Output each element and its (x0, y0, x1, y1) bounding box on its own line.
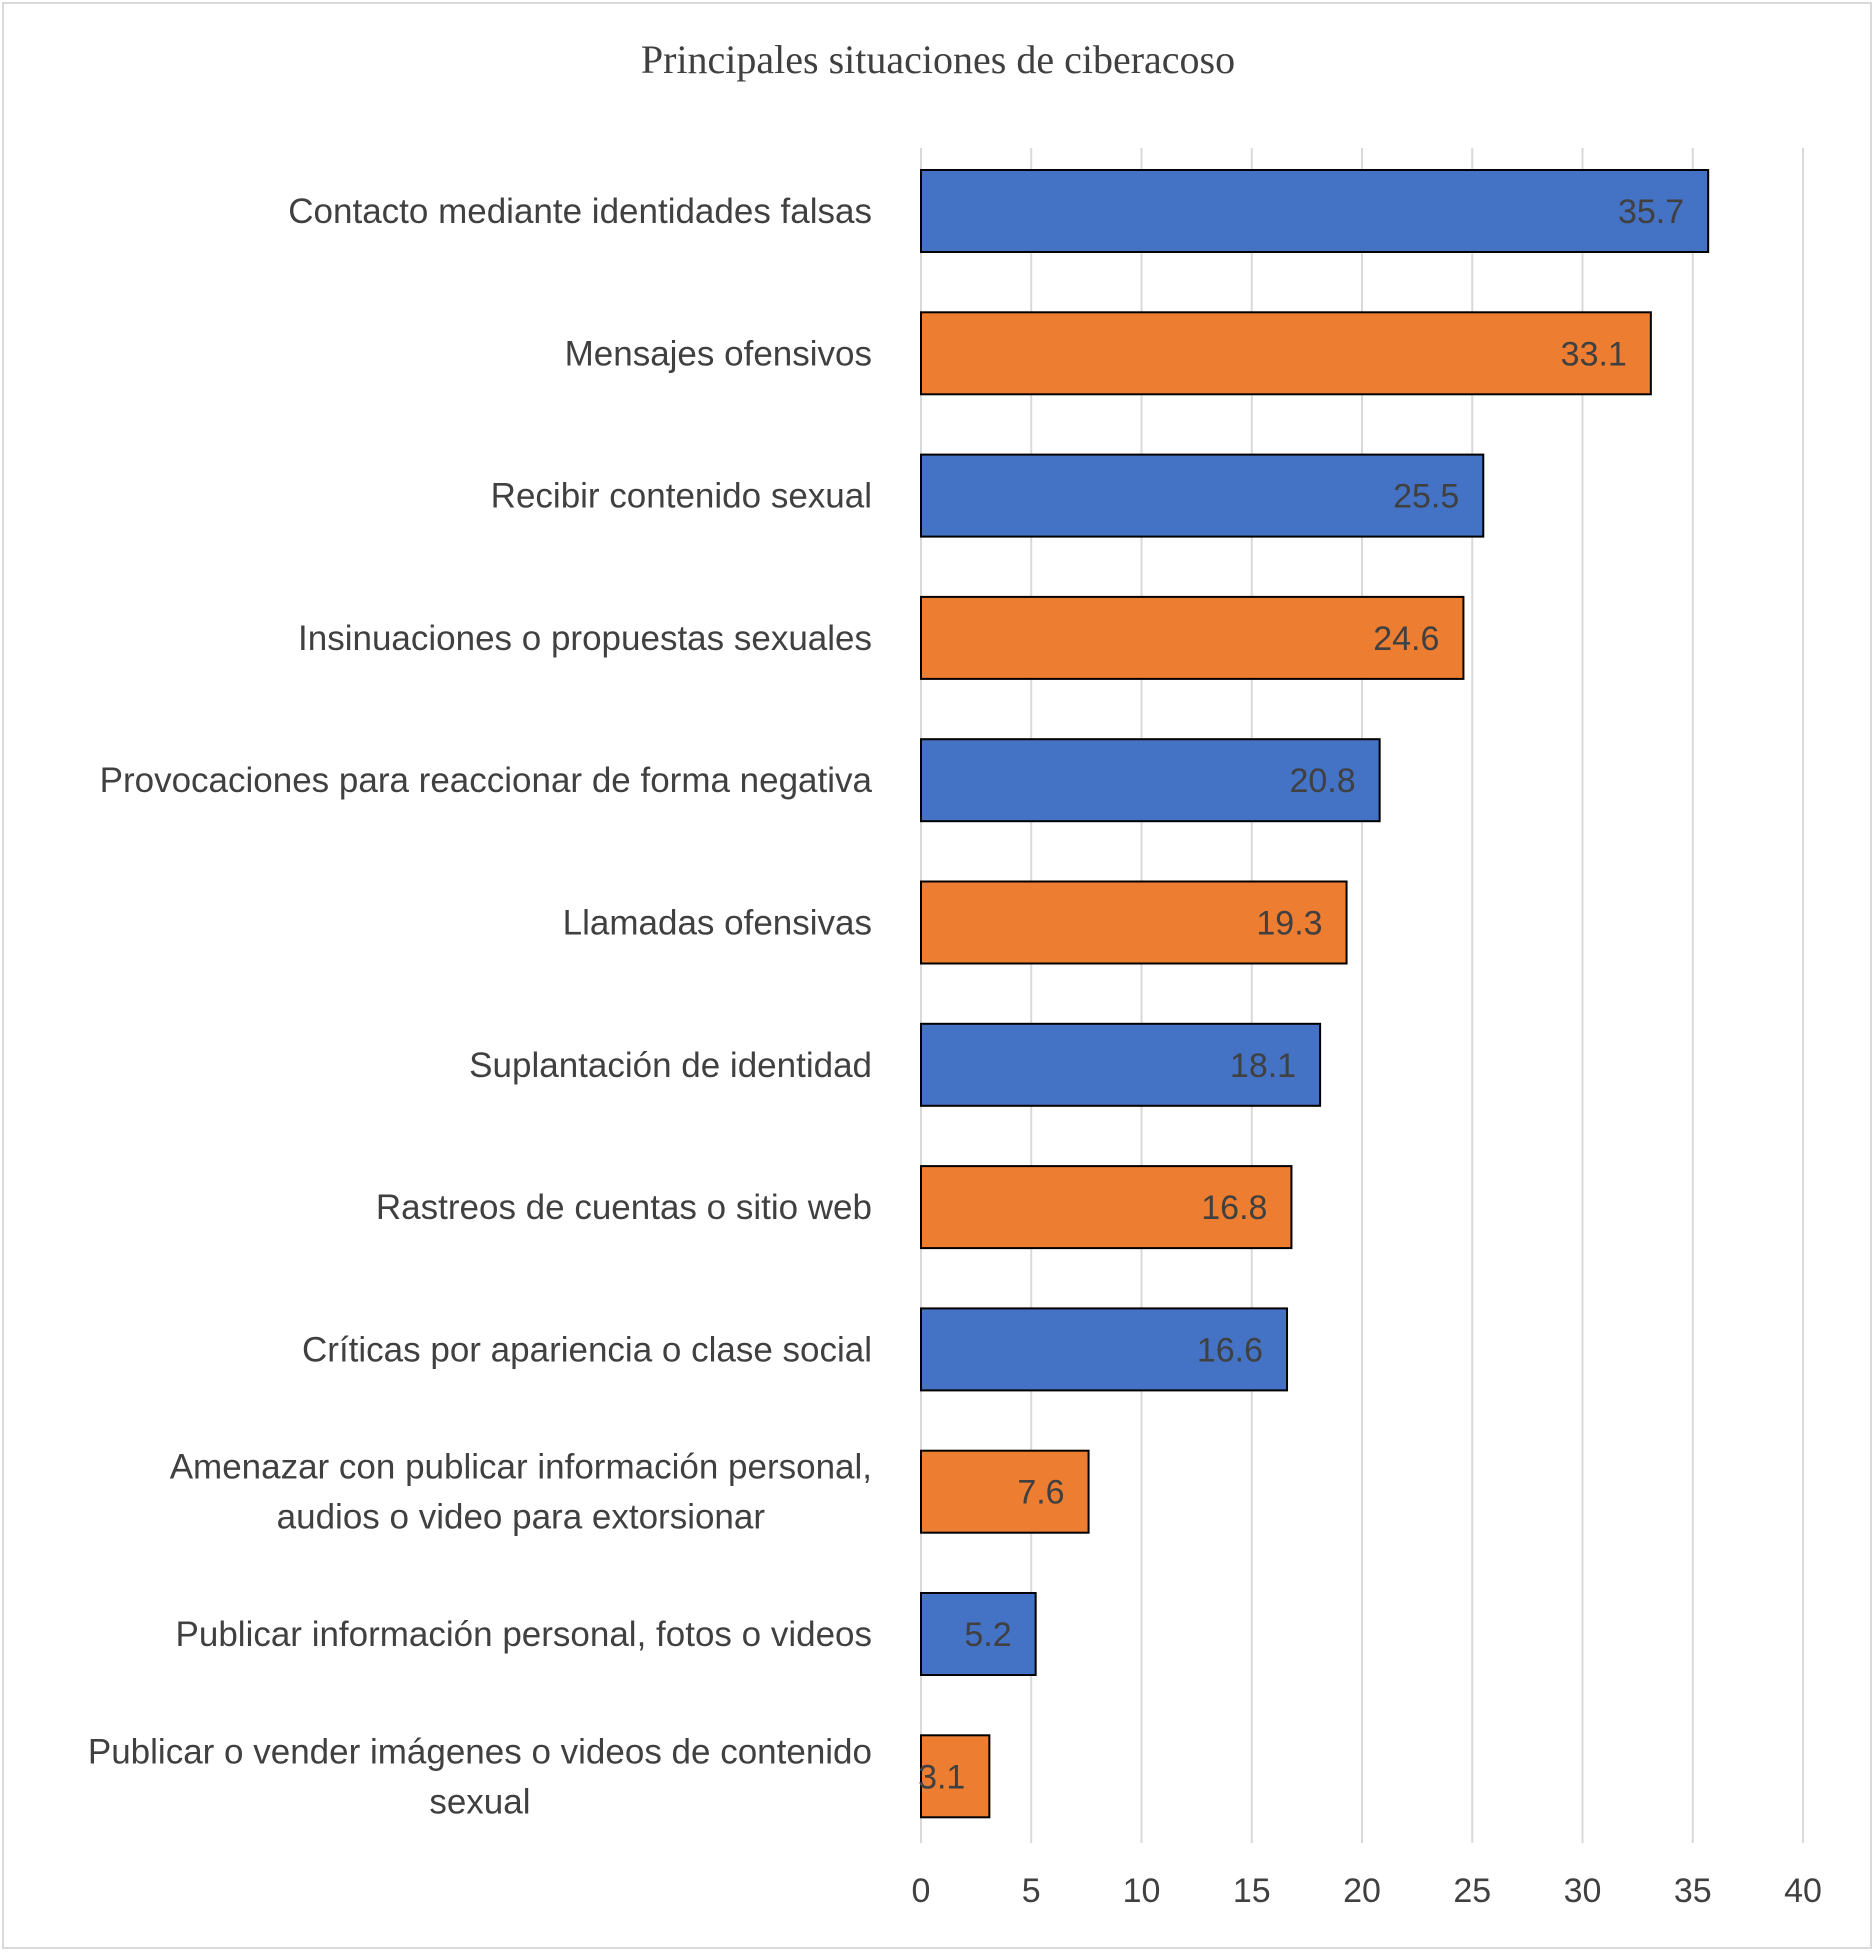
x-tick-label: 15 (1233, 1872, 1271, 1910)
category-label: audios o video para extorsionar (277, 1498, 766, 1537)
category-label: Rastreos de cuentas o sitio web (376, 1188, 872, 1227)
data-label: 7.6 (1017, 1474, 1064, 1512)
bar (920, 1449, 1090, 1534)
bar (920, 880, 1348, 965)
gridlines (920, 148, 1804, 1843)
x-tick-label: 40 (1784, 1872, 1822, 1910)
x-axis-tick-labels: 0 5 10 15 20 25 30 35 40 (912, 1872, 1822, 1910)
category-label: Mensajes ofensivos (565, 334, 872, 373)
category-label: Publicar información personal, fotos o v… (176, 1615, 872, 1654)
x-tick-label: 35 (1674, 1872, 1712, 1910)
category-label: Suplantación de identidad (469, 1046, 872, 1085)
category-label: Amenazar con publicar información person… (170, 1448, 872, 1487)
chart-title: Principales situaciones de ciberacoso (640, 37, 1236, 82)
category-labels: Contacto mediante identidades falsas Mens… (88, 192, 873, 1821)
bar (920, 595, 1465, 680)
category-label: Provocaciones para reaccionar de forma n… (100, 761, 873, 800)
data-labels: 35.7 33.1 25.5 24.6 20.8 19.3 18.1 16.8 16.6 7.6 5… (918, 193, 1684, 1796)
bar (920, 1592, 1037, 1676)
data-label: 16.8 (1201, 1189, 1267, 1227)
bar (920, 169, 1710, 253)
bar (920, 453, 1485, 538)
data-label: 20.8 (1289, 762, 1355, 800)
bar (920, 311, 1652, 396)
bar (920, 1734, 991, 1819)
data-label: 16.6 (1197, 1331, 1263, 1369)
x-tick-label: 0 (912, 1872, 931, 1910)
bar (920, 738, 1381, 823)
x-tick-label: 20 (1343, 1872, 1381, 1910)
bars (920, 169, 1710, 1819)
x-tick-label: 30 (1564, 1872, 1602, 1910)
x-tick-label: 25 (1453, 1872, 1491, 1910)
category-label: sexual (429, 1782, 530, 1821)
category-label: Críticas por apariencia o clase social (302, 1330, 872, 1369)
data-label: 3.1 (918, 1758, 965, 1796)
category-label: Recibir contenido sexual (491, 477, 872, 516)
data-label: 5.2 (964, 1616, 1011, 1654)
data-label: 35.7 (1618, 193, 1684, 231)
x-tick-label: 5 (1022, 1872, 1041, 1910)
x-tick-label: 10 (1123, 1872, 1161, 1910)
bar (920, 1165, 1293, 1250)
data-label: 33.1 (1561, 335, 1627, 373)
data-label: 19.3 (1256, 905, 1322, 943)
bar (920, 1022, 1322, 1107)
category-label: Publicar o vender imágenes o videos de c… (88, 1732, 872, 1771)
data-label: 25.5 (1393, 478, 1459, 516)
bar (920, 1307, 1289, 1392)
category-label: Insinuaciones o propuestas sexuales (298, 619, 872, 658)
category-label: Contacto mediante identidades falsas (288, 192, 872, 231)
data-label: 24.6 (1373, 620, 1439, 658)
category-label: Llamadas ofensivas (563, 904, 872, 943)
data-label: 18.1 (1230, 1047, 1296, 1085)
